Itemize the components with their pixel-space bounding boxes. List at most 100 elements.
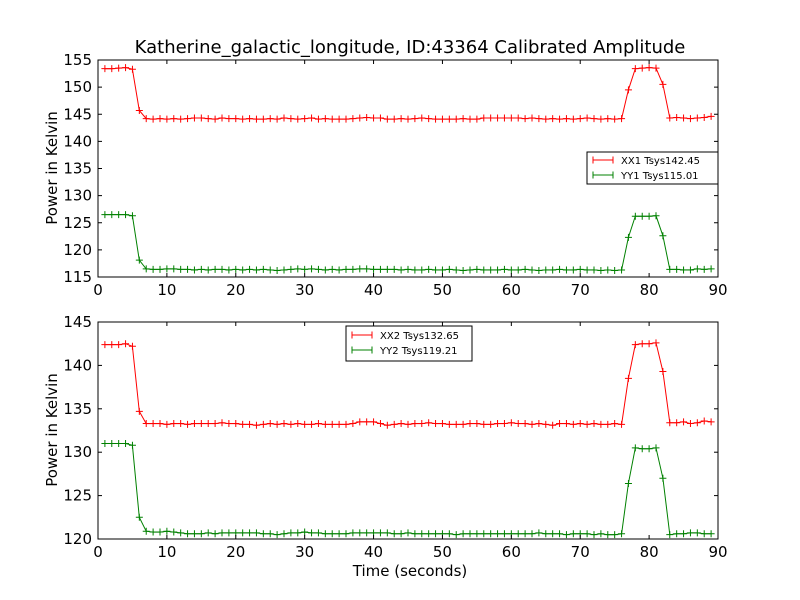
top-series-1-point	[556, 115, 564, 123]
bottom-series-1-point	[163, 420, 171, 428]
bottom-series-1-point	[211, 420, 219, 428]
bottom-series-1-point	[273, 420, 281, 428]
bottom-series-1-point	[259, 420, 267, 428]
top-series-2-point	[239, 266, 247, 274]
top-series-2-point	[590, 266, 598, 274]
top-series-2-point	[624, 233, 632, 241]
bottom-series-2-point	[156, 528, 164, 536]
top-series-2-point	[549, 266, 557, 274]
bottom-series-2-point	[673, 530, 681, 538]
bottom-series-1-point	[700, 417, 708, 425]
bottom-series-2-point	[342, 530, 350, 538]
top-legend-box	[586, 151, 719, 185]
bottom-series-1-point	[535, 420, 543, 428]
bottom-series-1-point	[177, 420, 185, 428]
bottom-series-1-point	[122, 340, 130, 348]
bottom-series-2-point	[383, 529, 391, 537]
top-series-1-point	[459, 115, 467, 123]
top-series-2-point	[280, 266, 288, 274]
top-y-tick-label: 150	[63, 78, 92, 96]
top-x-tick-label: 40	[364, 281, 383, 299]
bottom-series-2-point	[204, 529, 212, 537]
top-series-2-point	[177, 265, 185, 273]
top-series-2-point	[700, 265, 708, 273]
bottom-series-1-point	[321, 420, 329, 428]
bottom-series-2-point	[287, 529, 295, 537]
top-series-1-point	[142, 115, 150, 123]
top-series-1-point	[232, 115, 240, 123]
bottom-series-1-point	[314, 420, 322, 428]
top-series-1-point	[177, 115, 185, 123]
bottom-series-1-point	[218, 419, 226, 427]
bottom-series-2-point	[411, 530, 419, 538]
bottom-series-1-point	[225, 420, 233, 428]
bottom-series-2-point	[707, 530, 715, 538]
bottom-series-1-point	[673, 419, 681, 427]
top-series-2-point	[204, 266, 212, 274]
top-series-1-point	[321, 115, 329, 123]
top-series-2-point	[246, 265, 254, 273]
bottom-series-1-point	[624, 374, 632, 382]
top-chart-title: Katherine_galactic_longitude, ID:43364 C…	[135, 37, 686, 58]
bottom-series-2-point	[645, 445, 653, 453]
top-series-1-point	[363, 114, 371, 122]
bottom-series-1-point	[693, 419, 701, 427]
bottom-series-2-point	[514, 530, 522, 538]
top-plot-area: 0 10 20 30 40 50 60 70 80 90 115 120 125 130 135 140 145…	[63, 51, 727, 299]
bottom-legend-label-2: YY2 Tsys119.21	[379, 346, 458, 357]
top-y-tick-label: 140	[63, 132, 92, 150]
bottom-series-2-point	[631, 444, 639, 452]
top-series-2-point	[438, 266, 446, 274]
top-y-tick-label: 125	[63, 214, 92, 232]
top-legend: XX1 Tsys142.45 YY1 Tsys115.01	[586, 151, 719, 185]
top-series-1-point	[507, 114, 515, 122]
top-series-2-point	[611, 266, 619, 274]
bottom-series-1-point	[597, 420, 605, 428]
top-series-1-point	[576, 115, 584, 123]
top-series-2-point	[466, 266, 474, 274]
bottom-series-1-point	[542, 420, 550, 428]
bottom-series-1-point	[473, 420, 481, 428]
top-series-2-point	[473, 265, 481, 273]
bottom-y-tick-label: 140	[63, 356, 92, 374]
bottom-series-2-point	[163, 527, 171, 535]
bottom-series-1-point	[370, 418, 378, 426]
top-series-2-point	[445, 265, 453, 273]
bottom-series-1-point	[246, 420, 254, 428]
bottom-series-2-point	[480, 530, 488, 538]
top-series-1-point	[438, 115, 446, 123]
bottom-series-2-point	[335, 530, 343, 538]
top-series-2-point	[128, 212, 136, 220]
bottom-series-2-point	[135, 513, 143, 521]
top-series-1-point	[328, 115, 336, 123]
bottom-x-tick-label: 10	[157, 543, 176, 561]
bottom-series-2-point	[473, 530, 481, 538]
top-series-2-point	[232, 265, 240, 273]
top-series-1-point	[218, 114, 226, 122]
bottom-series-2-point	[115, 440, 123, 448]
top-series-1-point	[624, 86, 632, 94]
top-series-2-point	[142, 265, 150, 273]
bottom-series-1-point	[562, 420, 570, 428]
top-series-2-point	[562, 266, 570, 274]
bottom-series-1-point	[135, 407, 143, 415]
top-series-1-point	[335, 115, 343, 123]
bottom-x-tick-label: 50	[433, 543, 452, 561]
bottom-series-2-point	[459, 530, 467, 538]
top-series-1-point	[638, 64, 646, 72]
top-series-2-point	[211, 265, 219, 273]
top-series-2-point	[638, 212, 646, 220]
bottom-x-tick-label: 60	[502, 543, 521, 561]
bottom-series-2-point	[252, 529, 260, 537]
bottom-series-1-point	[232, 420, 240, 428]
bottom-series-2-point	[528, 530, 536, 538]
bottom-series-1-point	[556, 420, 564, 428]
bottom-series-2-point	[569, 530, 577, 538]
bottom-series-2-point	[500, 530, 508, 538]
top-series-2-point	[390, 265, 398, 273]
top-series-1-point	[514, 114, 522, 122]
top-series-1-point	[190, 114, 198, 122]
bottom-series-1-point	[425, 419, 433, 427]
top-series-1-point	[652, 64, 660, 72]
